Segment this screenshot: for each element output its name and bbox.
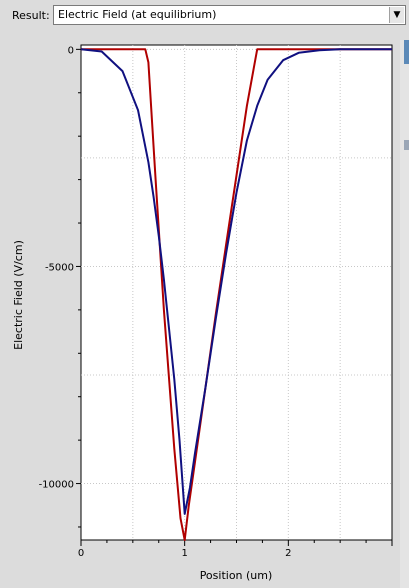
x-tick-label: 1	[181, 548, 187, 559]
series-line-2	[80, 48, 392, 515]
x-tick-label: 0	[78, 548, 84, 559]
series-line-1	[81, 48, 392, 541]
plot-area	[80, 44, 393, 541]
y-tick-label: -10000	[39, 480, 74, 491]
x-tick-label: 2	[285, 548, 291, 559]
chart-series	[80, 48, 392, 541]
scrollbar-thumb[interactable]	[404, 40, 409, 64]
result-select[interactable]: Electric Field (at equilibrium) ▼	[53, 5, 406, 25]
side-scrollbar[interactable]	[400, 40, 409, 588]
x-axis-label: Position (um)	[200, 569, 273, 582]
result-label: Result:	[12, 9, 50, 22]
y-tick-label: -5000	[45, 262, 74, 273]
chevron-down-icon[interactable]: ▼	[389, 7, 404, 23]
x-axis-ticks: 0 1 2	[78, 540, 393, 559]
scrollbar-marker	[404, 140, 409, 150]
result-select-value: Electric Field (at equilibrium)	[58, 8, 217, 21]
y-axis-ticks: 0 -5000 -10000	[39, 45, 81, 528]
result-toolbar: Result: Electric Field (at equilibrium) …	[0, 0, 409, 32]
y-axis-label: Electric Field (V/cm)	[12, 240, 25, 350]
y-tick-label: 0	[68, 45, 74, 56]
